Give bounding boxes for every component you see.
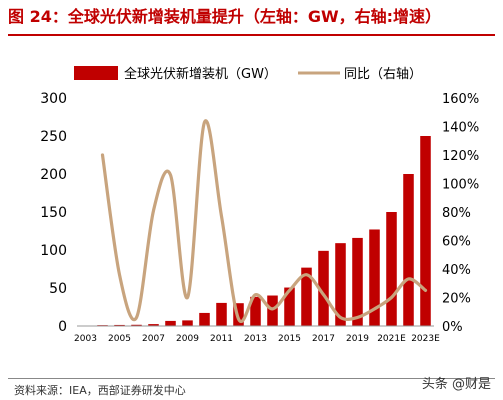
x-tick-label: 2017 xyxy=(312,334,335,344)
bar xyxy=(301,267,312,326)
legend-bar-swatch xyxy=(74,66,118,80)
y-right-tick-label: 140% xyxy=(442,121,479,136)
x-tick-label: 2007 xyxy=(142,334,165,344)
bar xyxy=(335,243,346,326)
bar xyxy=(267,295,278,326)
bar xyxy=(386,212,397,326)
bar xyxy=(114,324,125,326)
y-right-tick-label: 60% xyxy=(442,235,471,250)
chart-title: 图 24：全球光伏新增装机量提升（左轴：GW，右轴:增速） xyxy=(8,7,442,26)
legend: 全球光伏新增装机（GW） 同比（右轴） xyxy=(74,66,422,82)
footer-divider xyxy=(8,378,495,379)
x-tick-label: 2021E xyxy=(377,334,406,344)
bar xyxy=(182,320,193,326)
chart: 全球光伏新增装机（GW） 同比（右轴） 0 50 100 150 200 250 300 0… xyxy=(40,66,479,344)
x-tick-label: 2019 xyxy=(346,334,369,344)
x-tick-label: 2013 xyxy=(244,334,267,344)
bar xyxy=(284,287,295,326)
source-note: 资料来源：IEA，西部证券研发中心 xyxy=(14,384,186,397)
y-left-tick-label: 0 xyxy=(58,319,67,335)
bar-series xyxy=(80,136,431,327)
bar xyxy=(148,324,159,326)
y-right-tick-label: 20% xyxy=(442,292,471,307)
watermark: 头条 @财是 xyxy=(421,377,491,392)
right-axis: 0% 20% 40% 60% 80% 100% 120% 140% 160% xyxy=(442,92,479,335)
y-left-tick-label: 200 xyxy=(40,167,67,183)
bar xyxy=(352,237,363,326)
x-tick-label: 2003 xyxy=(74,334,97,344)
y-left-tick-label: 100 xyxy=(40,243,67,259)
y-left-tick-label: 50 xyxy=(49,281,67,297)
bar xyxy=(131,324,142,326)
bar xyxy=(318,250,329,326)
y-right-tick-label: 100% xyxy=(442,178,479,193)
legend-bar-label: 全球光伏新增装机（GW） xyxy=(124,66,277,82)
x-tick-label: 2005 xyxy=(108,334,131,344)
bar xyxy=(250,296,261,326)
line-series xyxy=(100,119,428,324)
title-divider xyxy=(8,34,495,36)
x-tick-label: 2023E xyxy=(411,334,440,344)
y-right-tick-label: 40% xyxy=(442,263,471,278)
bar xyxy=(216,302,227,326)
bar xyxy=(369,229,380,326)
legend-line-label: 同比（右轴） xyxy=(344,67,422,82)
bar xyxy=(199,312,210,326)
left-axis: 0 50 100 150 200 250 300 xyxy=(40,91,67,335)
x-tick-label: 2009 xyxy=(176,334,199,344)
y-right-tick-label: 80% xyxy=(442,206,471,221)
bar xyxy=(420,136,431,326)
y-right-tick-label: 0% xyxy=(442,320,463,335)
x-tick-label: 2015 xyxy=(278,334,301,344)
bar xyxy=(165,320,176,326)
x-tick-label: 2011 xyxy=(210,334,233,344)
y-right-tick-label: 120% xyxy=(442,149,479,164)
y-left-tick-label: 150 xyxy=(40,205,67,221)
growth-line xyxy=(100,119,428,324)
y-right-tick-label: 160% xyxy=(442,92,479,107)
y-left-tick-label: 250 xyxy=(40,129,67,145)
y-left-tick-label: 300 xyxy=(40,91,67,107)
x-axis: 2003 2005 2007 2009 2011 2013 2015 2017 2019 2021… xyxy=(74,334,440,344)
bar xyxy=(403,174,414,326)
